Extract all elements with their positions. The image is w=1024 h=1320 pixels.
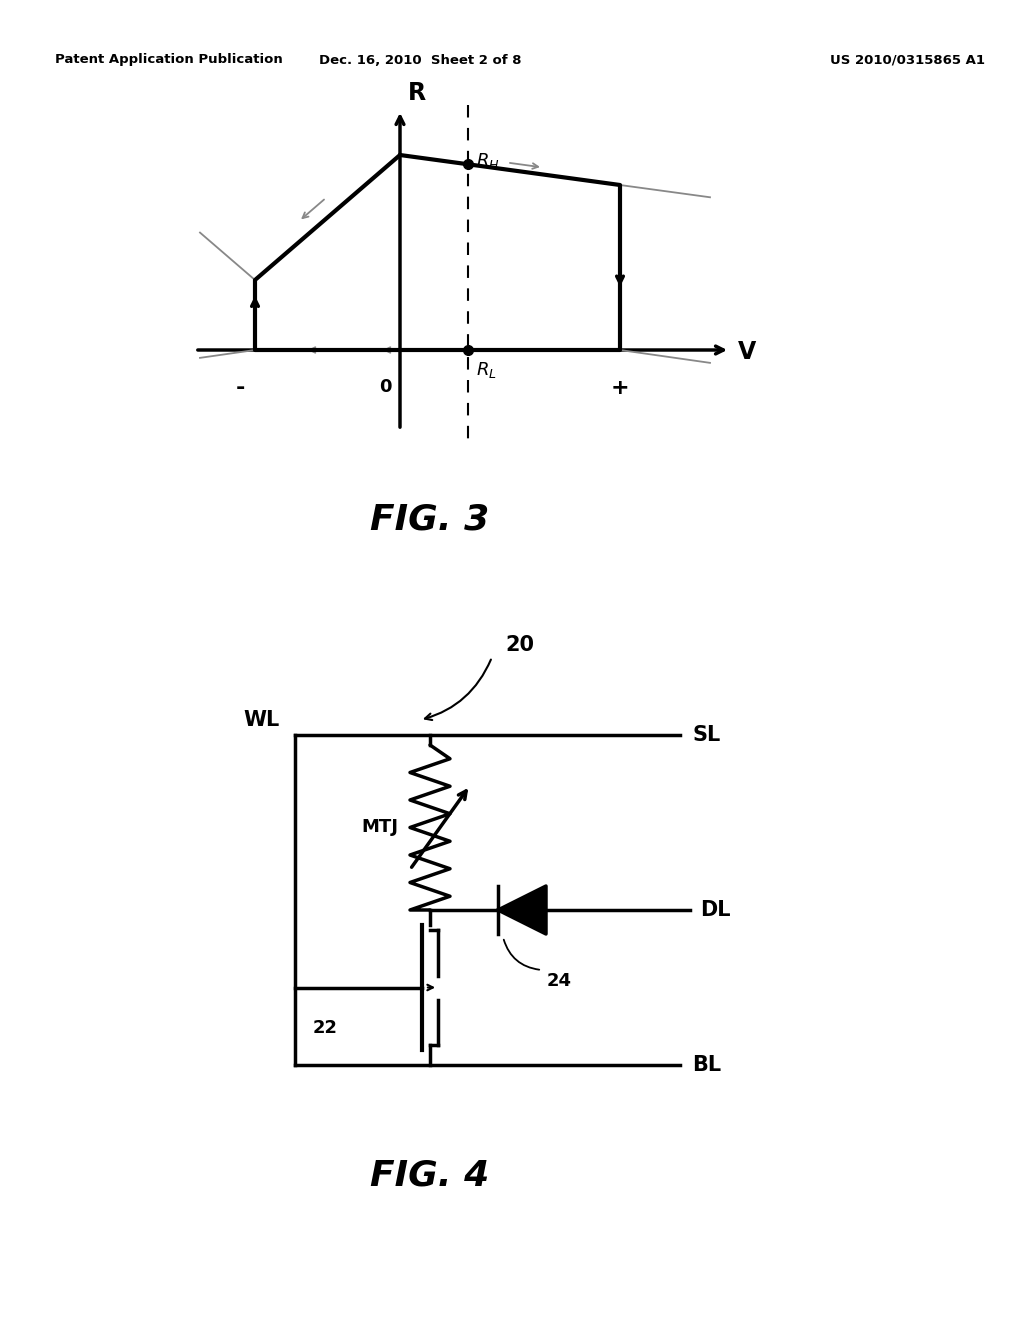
Text: R: R: [408, 81, 426, 106]
Text: WL: WL: [244, 710, 280, 730]
Text: DL: DL: [700, 900, 730, 920]
Text: -: -: [236, 378, 245, 399]
Text: US 2010/0315865 A1: US 2010/0315865 A1: [830, 54, 985, 66]
Text: BL: BL: [692, 1055, 721, 1074]
Text: 20: 20: [506, 635, 535, 655]
Text: FIG. 3: FIG. 3: [371, 503, 489, 537]
Text: 24: 24: [547, 972, 572, 990]
Text: 0: 0: [380, 378, 392, 396]
Text: $R_L$: $R_L$: [476, 360, 497, 380]
Text: Dec. 16, 2010  Sheet 2 of 8: Dec. 16, 2010 Sheet 2 of 8: [318, 54, 521, 66]
Text: $R_H$: $R_H$: [476, 152, 500, 172]
Polygon shape: [498, 886, 546, 935]
Text: +: +: [610, 378, 630, 399]
Text: MTJ: MTJ: [361, 818, 398, 837]
Text: V: V: [738, 341, 757, 364]
Text: 22: 22: [313, 1019, 338, 1038]
Text: Patent Application Publication: Patent Application Publication: [55, 54, 283, 66]
Text: FIG. 4: FIG. 4: [371, 1158, 489, 1192]
Text: SL: SL: [692, 725, 720, 744]
